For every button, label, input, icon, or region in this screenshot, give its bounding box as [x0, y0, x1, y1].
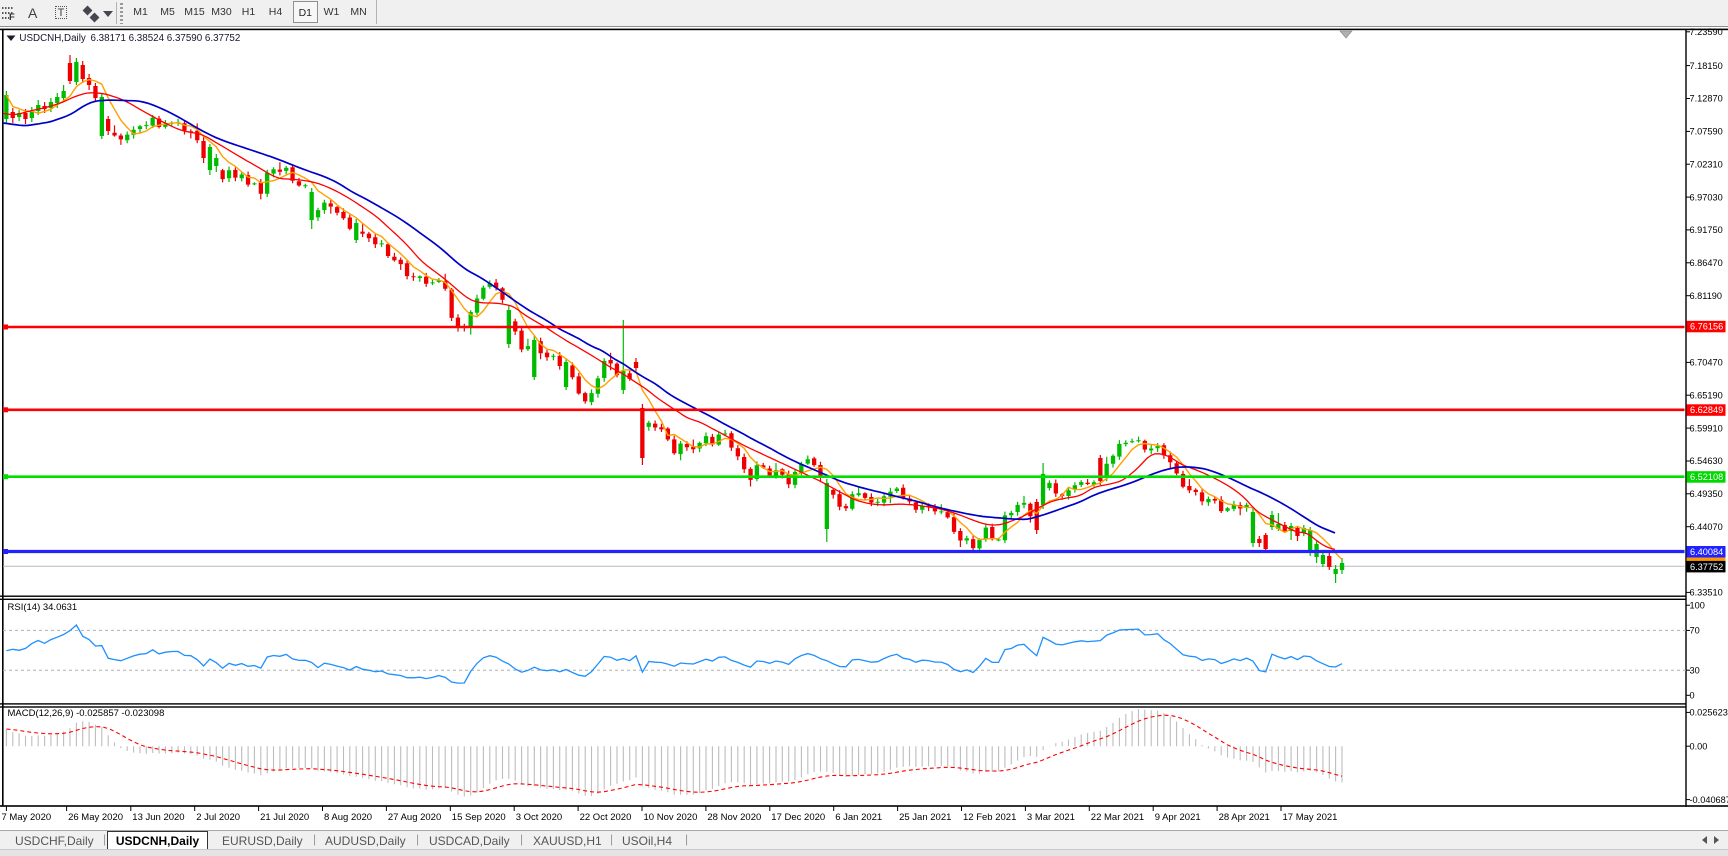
- svg-text:6.33510: 6.33510: [1690, 588, 1723, 598]
- svg-text:28 Nov 2020: 28 Nov 2020: [707, 812, 761, 823]
- svg-text:9 Apr 2021: 9 Apr 2021: [1155, 812, 1201, 823]
- svg-text:6.76156: 6.76156: [1690, 322, 1723, 332]
- svg-text:6.81190: 6.81190: [1690, 291, 1723, 301]
- svg-text:3 Mar 2021: 3 Mar 2021: [1027, 812, 1075, 823]
- svg-text:0: 0: [1690, 691, 1695, 701]
- svg-text:7.02310: 7.02310: [1690, 159, 1723, 169]
- svg-text:6.38171 6.38524 6.37590 6.3775: 6.38171 6.38524 6.37590 6.37752: [91, 33, 241, 44]
- svg-text:6 Jan 2021: 6 Jan 2021: [835, 812, 882, 823]
- svg-text:0.00: 0.00: [1690, 741, 1708, 751]
- svg-text:6.59910: 6.59910: [1690, 423, 1723, 433]
- svg-text:6.62849: 6.62849: [1690, 405, 1723, 415]
- svg-text:6.54630: 6.54630: [1690, 456, 1723, 466]
- svg-text:6.40084: 6.40084: [1690, 547, 1723, 557]
- svg-text:21 Jul 2020: 21 Jul 2020: [260, 812, 309, 823]
- svg-text:15 Sep 2020: 15 Sep 2020: [452, 812, 506, 823]
- svg-text:-0.040687: -0.040687: [1690, 795, 1728, 805]
- svg-text:17 Dec 2020: 17 Dec 2020: [771, 812, 825, 823]
- svg-text:7.12870: 7.12870: [1690, 94, 1723, 104]
- svg-text:RSI(14) 34.0631: RSI(14) 34.0631: [8, 602, 78, 613]
- svg-text:10 Nov 2020: 10 Nov 2020: [644, 812, 698, 823]
- svg-text:22 Mar 2021: 22 Mar 2021: [1091, 812, 1144, 823]
- svg-text:6.44070: 6.44070: [1690, 522, 1723, 532]
- svg-text:30: 30: [1690, 665, 1700, 675]
- svg-text:7.23590: 7.23590: [1690, 27, 1723, 37]
- svg-text:70: 70: [1690, 626, 1700, 636]
- svg-text:6.52108: 6.52108: [1690, 472, 1723, 482]
- svg-text:27 Aug 2020: 27 Aug 2020: [388, 812, 441, 823]
- svg-text:28 Apr 2021: 28 Apr 2021: [1219, 812, 1270, 823]
- svg-text:100: 100: [1690, 600, 1705, 610]
- svg-text:0.025623: 0.025623: [1690, 708, 1728, 718]
- svg-text:6.91750: 6.91750: [1690, 225, 1723, 235]
- svg-text:22 Oct 2020: 22 Oct 2020: [580, 812, 632, 823]
- svg-text:26 May 2020: 26 May 2020: [68, 812, 123, 823]
- svg-text:7 May 2020: 7 May 2020: [2, 812, 52, 823]
- svg-text:6.70470: 6.70470: [1690, 358, 1723, 368]
- svg-text:6.86470: 6.86470: [1690, 258, 1723, 268]
- svg-text:6.65190: 6.65190: [1690, 390, 1723, 400]
- svg-text:6.97030: 6.97030: [1690, 192, 1723, 202]
- svg-text:USDCNH,Daily: USDCNH,Daily: [19, 33, 86, 44]
- svg-text:2 Jul 2020: 2 Jul 2020: [196, 812, 240, 823]
- svg-text:MACD(12,26,9) -0.025857 -0.023: MACD(12,26,9) -0.025857 -0.023098: [8, 708, 165, 719]
- svg-text:6.37752: 6.37752: [1690, 562, 1723, 572]
- svg-text:25 Jan 2021: 25 Jan 2021: [899, 812, 951, 823]
- svg-text:12 Feb 2021: 12 Feb 2021: [963, 812, 1016, 823]
- svg-text:7.18150: 7.18150: [1690, 61, 1723, 71]
- svg-text:3 Oct 2020: 3 Oct 2020: [516, 812, 562, 823]
- svg-text:6.49350: 6.49350: [1690, 489, 1723, 499]
- svg-text:8 Aug 2020: 8 Aug 2020: [324, 812, 372, 823]
- svg-text:13 Jun 2020: 13 Jun 2020: [132, 812, 184, 823]
- svg-text:17 May 2021: 17 May 2021: [1283, 812, 1338, 823]
- svg-text:7.07590: 7.07590: [1690, 127, 1723, 137]
